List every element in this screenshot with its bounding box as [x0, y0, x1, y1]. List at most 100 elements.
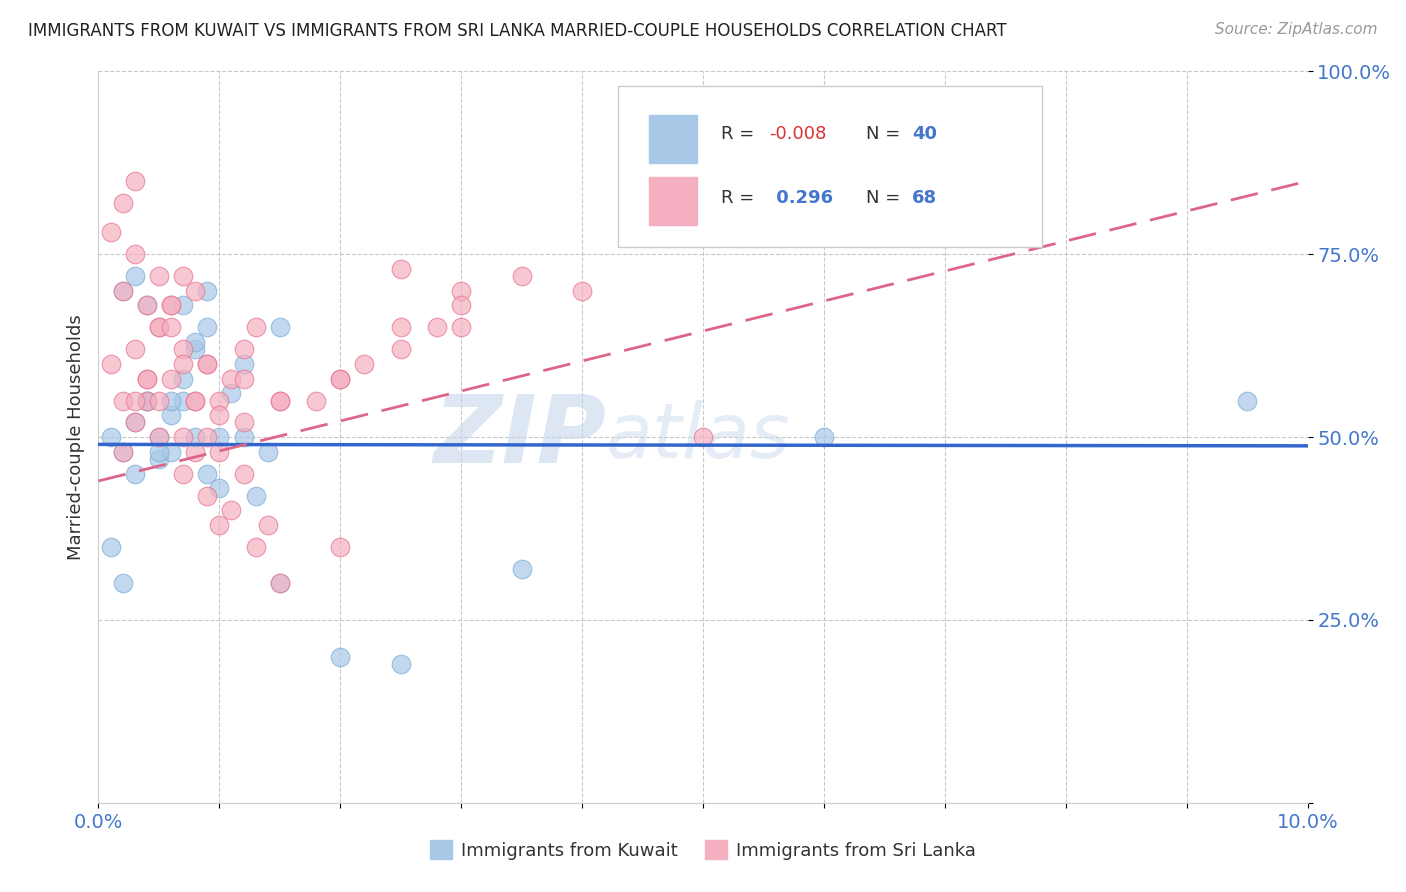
Point — [135, 371, 157, 385]
Point — [124, 269, 146, 284]
Point — [160, 444, 183, 458]
Point — [135, 298, 157, 312]
Point — [195, 357, 218, 371]
Point — [100, 225, 122, 239]
Point — [172, 467, 194, 481]
FancyBboxPatch shape — [619, 86, 1042, 247]
Text: N =: N = — [866, 125, 907, 143]
Point — [111, 284, 134, 298]
Point — [269, 393, 291, 408]
Text: atlas: atlas — [606, 401, 790, 474]
Point — [184, 334, 207, 349]
Point — [195, 430, 218, 444]
Point — [269, 393, 291, 408]
Point — [124, 393, 146, 408]
Point — [172, 298, 194, 312]
Point — [172, 371, 194, 385]
Point — [160, 320, 183, 334]
Point — [1236, 393, 1258, 408]
Point — [245, 540, 267, 554]
Point — [256, 444, 278, 458]
Point — [160, 408, 183, 422]
Text: IMMIGRANTS FROM KUWAIT VS IMMIGRANTS FROM SRI LANKA MARRIED-COUPLE HOUSEHOLDS CO: IMMIGRANTS FROM KUWAIT VS IMMIGRANTS FRO… — [28, 22, 1007, 40]
Legend: Immigrants from Kuwait, Immigrants from Sri Lanka: Immigrants from Kuwait, Immigrants from … — [423, 833, 983, 867]
Point — [208, 393, 231, 408]
Point — [148, 393, 170, 408]
Text: R =: R = — [721, 189, 761, 207]
Point — [124, 174, 146, 188]
Point — [221, 386, 243, 401]
Point — [148, 320, 170, 334]
Point — [208, 517, 231, 532]
Point — [221, 371, 243, 385]
Point — [160, 371, 183, 385]
Point — [389, 657, 412, 671]
Point — [135, 393, 157, 408]
Point — [184, 430, 207, 444]
Point — [160, 298, 183, 312]
Point — [124, 416, 146, 430]
Point — [135, 298, 157, 312]
Text: N =: N = — [866, 189, 907, 207]
Point — [450, 320, 472, 334]
Point — [195, 357, 218, 371]
Point — [389, 343, 412, 357]
Point — [208, 408, 231, 422]
Point — [184, 444, 207, 458]
Point — [184, 393, 207, 408]
Point — [269, 320, 291, 334]
Point — [692, 430, 714, 444]
Point — [329, 649, 352, 664]
Point — [148, 452, 170, 467]
Point — [389, 261, 412, 276]
Point — [329, 371, 352, 385]
Bar — [648, 115, 697, 163]
Point — [195, 467, 218, 481]
Point — [426, 320, 449, 334]
Point — [172, 393, 194, 408]
Point — [269, 576, 291, 591]
Point — [148, 320, 170, 334]
Point — [232, 467, 254, 481]
Point — [195, 489, 218, 503]
Point — [510, 562, 533, 576]
Bar — [648, 178, 697, 225]
Point — [510, 269, 533, 284]
Point — [232, 343, 254, 357]
Point — [232, 416, 254, 430]
Point — [208, 481, 231, 495]
Point — [245, 320, 267, 334]
Point — [172, 430, 194, 444]
Point — [124, 467, 146, 481]
Point — [184, 343, 207, 357]
Point — [135, 393, 157, 408]
Point — [172, 269, 194, 284]
Text: R =: R = — [721, 125, 761, 143]
Point — [135, 371, 157, 385]
Point — [232, 371, 254, 385]
Point — [148, 430, 170, 444]
Point — [124, 343, 146, 357]
Point — [232, 430, 254, 444]
Point — [329, 371, 352, 385]
Point — [221, 503, 243, 517]
Point — [329, 540, 352, 554]
Point — [148, 269, 170, 284]
Point — [111, 576, 134, 591]
Point — [124, 416, 146, 430]
Point — [245, 489, 267, 503]
Point — [353, 357, 375, 371]
Point — [100, 357, 122, 371]
Point — [184, 284, 207, 298]
Text: 40: 40 — [912, 125, 938, 143]
Point — [269, 576, 291, 591]
Point — [195, 320, 218, 334]
Point — [172, 357, 194, 371]
Point — [208, 430, 231, 444]
Point — [111, 284, 134, 298]
Point — [172, 343, 194, 357]
Point — [100, 430, 122, 444]
Text: 0.296: 0.296 — [769, 189, 832, 207]
Point — [450, 284, 472, 298]
Text: 68: 68 — [912, 189, 938, 207]
